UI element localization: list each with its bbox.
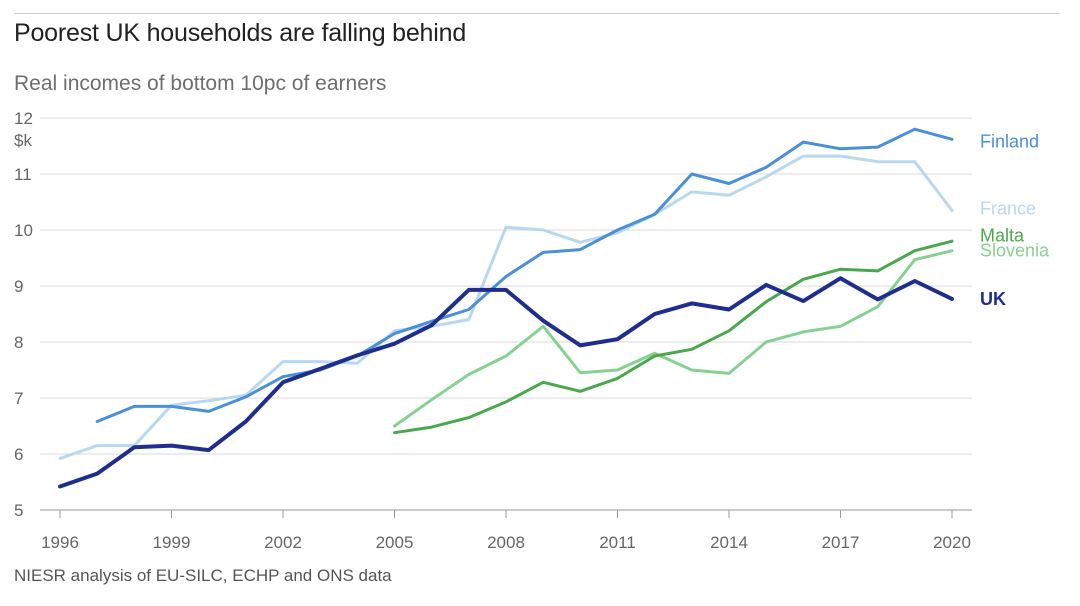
source-note: NIESR analysis of EU-SILC, ECHP and ONS … xyxy=(14,566,392,585)
x-tick-label: 2008 xyxy=(487,533,525,552)
x-tick-label: 2020 xyxy=(933,533,971,552)
series-line-slovenia xyxy=(393,249,954,428)
x-tick-label: 1996 xyxy=(41,533,79,552)
y-unit-label: $k xyxy=(14,131,32,150)
x-tick-label: 1999 xyxy=(153,533,191,552)
y-axis-ticks: 5 6 7 8 9 10 11 12 $k xyxy=(14,109,33,520)
gridlines xyxy=(40,117,972,511)
x-tick-label: 2002 xyxy=(264,533,302,552)
y-tick-label: 7 xyxy=(14,389,23,408)
series-line-france xyxy=(58,154,954,460)
series-label-malta: Malta xyxy=(980,226,1025,246)
y-tick-label: 10 xyxy=(14,221,33,240)
series-label-finland: Finland xyxy=(980,132,1039,152)
x-tick-label: 2005 xyxy=(376,533,414,552)
y-tick-label: 6 xyxy=(14,445,23,464)
series-lines xyxy=(58,127,954,489)
series-line-malta xyxy=(393,239,954,435)
series-label-france: France xyxy=(980,199,1036,219)
series-line-uk xyxy=(58,276,954,489)
top-rule xyxy=(14,13,1060,14)
x-tick-label: 2014 xyxy=(710,533,748,552)
series-label-slovenia: Slovenia xyxy=(980,241,1050,261)
y-tick-label: 11 xyxy=(14,165,32,184)
y-tick-label: 5 xyxy=(14,501,23,520)
x-tick-label: 2017 xyxy=(822,533,860,552)
chart-subtitle: Real incomes of bottom 10pc of earners xyxy=(14,72,387,95)
x-axis-ticks: 1996 1999 2002 2005 2008 2011 2014 2017 2020 xyxy=(41,510,971,552)
y-tick-label: 12 xyxy=(14,109,33,128)
series-label-uk: UK xyxy=(980,289,1006,309)
chart-title: Poorest UK households are falling behind xyxy=(14,19,467,47)
y-tick-label: 9 xyxy=(14,277,23,296)
y-tick-label: 8 xyxy=(14,333,23,352)
series-line-finland xyxy=(95,127,954,423)
x-tick-label: 2011 xyxy=(599,533,636,552)
